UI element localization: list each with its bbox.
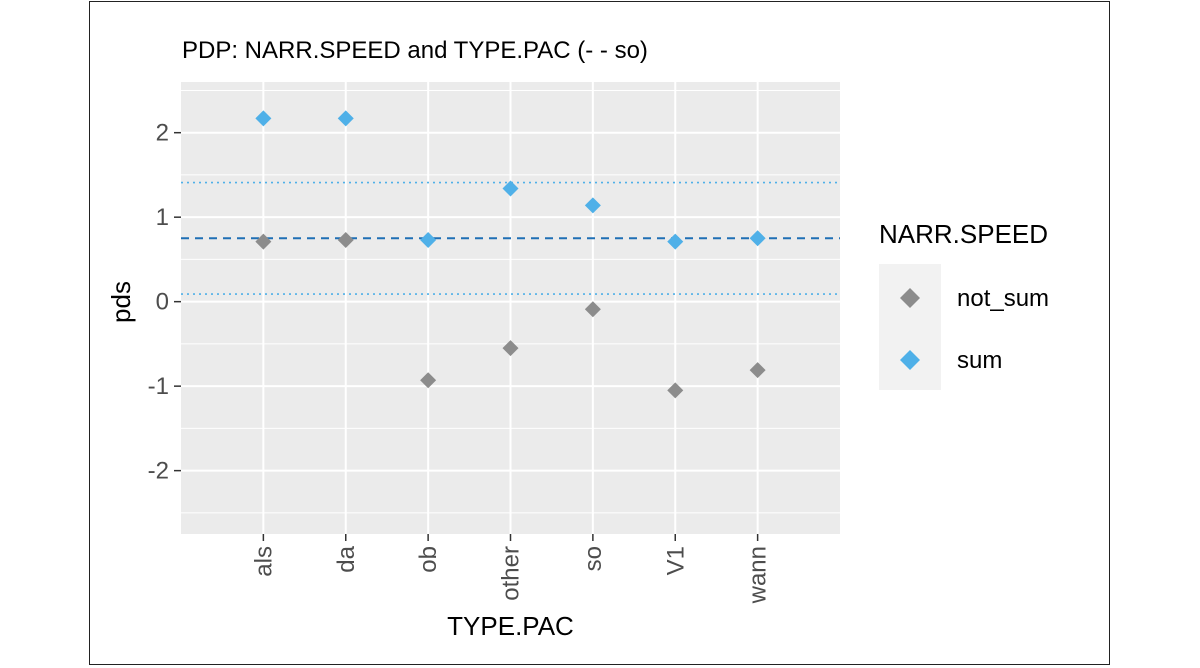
point-not_sum-ob: [420, 372, 437, 389]
chart-title: PDP: NARR.SPEED and TYPE.PAC (- - so): [182, 37, 648, 64]
point-sum-da: [337, 110, 354, 127]
y-axis-title: pds: [106, 281, 136, 323]
legend-key-sum: [900, 350, 920, 370]
point-sum-other: [502, 180, 519, 197]
x-tick-label: wann: [745, 546, 772, 604]
x-tick-label: other: [498, 546, 525, 601]
x-tick-label: ob: [415, 546, 442, 573]
point-not_sum-wann: [749, 362, 766, 379]
x-axis-title: TYPE.PAC: [447, 611, 574, 641]
point-not_sum-da: [337, 231, 354, 248]
point-sum-so: [584, 197, 601, 214]
x-tick-label: V1: [662, 546, 689, 575]
x-tick-label: da: [333, 545, 360, 572]
legend-label-sum: sum: [957, 347, 1002, 374]
y-tick-label: 0: [156, 289, 169, 316]
y-tick-label: 2: [156, 120, 169, 147]
point-not_sum-so: [584, 301, 601, 318]
point-not_sum-other: [502, 340, 519, 357]
point-sum-als: [255, 110, 272, 127]
legend-key-background: [879, 264, 941, 390]
data-points: [255, 110, 766, 399]
legend-title: NARR.SPEED: [879, 219, 1048, 249]
x-axis: als da ob other so V1 wann: [250, 534, 772, 604]
pdp-chart: PDP: NARR.SPEED and TYPE.PAC (- - so) 2 1…: [106, 37, 1049, 641]
point-not_sum-als: [255, 233, 272, 250]
y-tick-label: -1: [148, 373, 169, 400]
legend-label-not_sum: not_sum: [957, 285, 1049, 312]
y-tick-label: 1: [156, 204, 169, 231]
point-sum-wann: [749, 230, 766, 247]
point-not_sum-V1: [667, 382, 684, 399]
y-axis: 2 1 0 -1 -2: [148, 120, 181, 485]
legend-key-not_sum: [900, 288, 920, 308]
reference-lines: [181, 181, 840, 295]
point-sum-ob: [420, 231, 437, 248]
x-tick-label: als: [250, 546, 277, 577]
y-tick-label: -2: [148, 458, 169, 485]
point-sum-V1: [667, 233, 684, 250]
grid-major: [181, 82, 840, 534]
x-tick-label: so: [580, 546, 607, 571]
figure-frame: PDP: NARR.SPEED and TYPE.PAC (- - so) 2 1…: [89, 1, 1110, 665]
